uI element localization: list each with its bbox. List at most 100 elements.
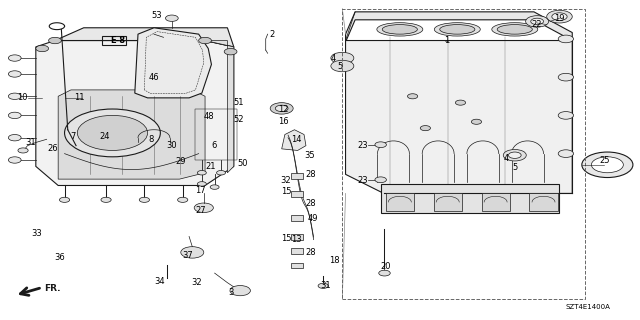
Circle shape — [456, 100, 466, 105]
Circle shape — [508, 152, 521, 158]
Circle shape — [558, 150, 573, 157]
Text: 30: 30 — [167, 141, 177, 150]
Text: 51: 51 — [234, 98, 244, 107]
Text: 37: 37 — [182, 251, 193, 260]
Polygon shape — [55, 28, 234, 47]
Circle shape — [101, 197, 111, 202]
Circle shape — [331, 52, 354, 64]
Text: 46: 46 — [148, 73, 159, 82]
Circle shape — [525, 16, 548, 27]
Circle shape — [8, 112, 21, 119]
Text: 16: 16 — [278, 117, 289, 126]
Bar — [381, 184, 559, 212]
Circle shape — [198, 37, 211, 44]
Text: 4: 4 — [331, 53, 336, 62]
Text: 13: 13 — [291, 235, 302, 244]
Bar — [529, 194, 557, 211]
Circle shape — [558, 73, 573, 81]
Circle shape — [197, 171, 206, 175]
Circle shape — [8, 93, 21, 100]
Circle shape — [582, 152, 633, 178]
Text: 32: 32 — [280, 176, 291, 185]
Text: 8: 8 — [148, 135, 154, 144]
Circle shape — [18, 148, 28, 153]
Text: 28: 28 — [305, 170, 316, 179]
Circle shape — [77, 116, 148, 150]
Text: 24: 24 — [100, 132, 110, 140]
Text: 1: 1 — [445, 36, 450, 45]
Circle shape — [318, 283, 328, 288]
Text: 28: 28 — [305, 248, 316, 257]
Circle shape — [270, 103, 293, 114]
Circle shape — [558, 35, 573, 43]
Bar — [291, 248, 303, 254]
Text: SZT4E1400A: SZT4E1400A — [566, 304, 611, 309]
Circle shape — [471, 119, 481, 124]
Ellipse shape — [492, 23, 538, 36]
Bar — [195, 109, 237, 160]
Text: 23: 23 — [357, 141, 368, 150]
Text: 36: 36 — [54, 253, 65, 262]
Polygon shape — [282, 130, 306, 150]
Ellipse shape — [382, 25, 417, 34]
Circle shape — [547, 10, 572, 23]
Bar — [291, 215, 303, 220]
Bar — [291, 173, 303, 179]
Text: 6: 6 — [211, 141, 217, 150]
Text: 18: 18 — [330, 256, 340, 265]
Polygon shape — [346, 12, 572, 42]
Text: 29: 29 — [175, 157, 186, 166]
Circle shape — [177, 197, 188, 202]
Ellipse shape — [377, 23, 423, 36]
Text: 50: 50 — [237, 159, 248, 168]
Text: 19: 19 — [554, 14, 564, 23]
Text: FR.: FR. — [44, 284, 61, 292]
Text: 23: 23 — [357, 176, 368, 185]
Polygon shape — [36, 41, 234, 186]
Ellipse shape — [440, 25, 475, 34]
Text: 15: 15 — [281, 188, 291, 196]
Text: 53: 53 — [152, 11, 163, 20]
Text: 34: 34 — [154, 276, 164, 285]
Ellipse shape — [435, 23, 480, 36]
Circle shape — [224, 49, 237, 55]
Bar — [291, 191, 303, 197]
Text: 32: 32 — [191, 278, 202, 287]
Text: 33: 33 — [31, 229, 42, 238]
Circle shape — [375, 142, 387, 148]
Circle shape — [8, 134, 21, 141]
Polygon shape — [135, 28, 211, 98]
Text: 26: 26 — [47, 144, 58, 153]
Circle shape — [375, 177, 387, 183]
Text: 4: 4 — [503, 154, 508, 163]
Text: 2: 2 — [269, 30, 274, 39]
Circle shape — [275, 105, 288, 112]
Text: 20: 20 — [381, 262, 391, 271]
Text: 25: 25 — [599, 156, 609, 164]
Polygon shape — [346, 41, 572, 194]
Polygon shape — [205, 41, 234, 173]
Circle shape — [8, 55, 21, 61]
Bar — [386, 194, 414, 211]
Text: 52: 52 — [234, 115, 244, 124]
Text: E-8: E-8 — [110, 36, 125, 45]
Text: 7: 7 — [70, 132, 76, 140]
Text: 14: 14 — [291, 135, 302, 144]
Text: 11: 11 — [74, 93, 84, 102]
Circle shape — [8, 71, 21, 77]
Bar — [481, 194, 509, 211]
Circle shape — [197, 182, 206, 186]
Text: 31: 31 — [25, 138, 36, 147]
Circle shape — [36, 45, 49, 52]
Text: 21: 21 — [205, 162, 216, 171]
Circle shape — [180, 247, 204, 258]
Circle shape — [379, 270, 390, 276]
Polygon shape — [58, 90, 205, 179]
Text: 35: 35 — [304, 151, 315, 160]
Bar — [434, 194, 462, 211]
Text: 27: 27 — [195, 206, 206, 215]
Circle shape — [49, 37, 61, 44]
Circle shape — [531, 18, 543, 25]
Text: 49: 49 — [308, 214, 318, 223]
Text: 5: 5 — [513, 164, 518, 172]
